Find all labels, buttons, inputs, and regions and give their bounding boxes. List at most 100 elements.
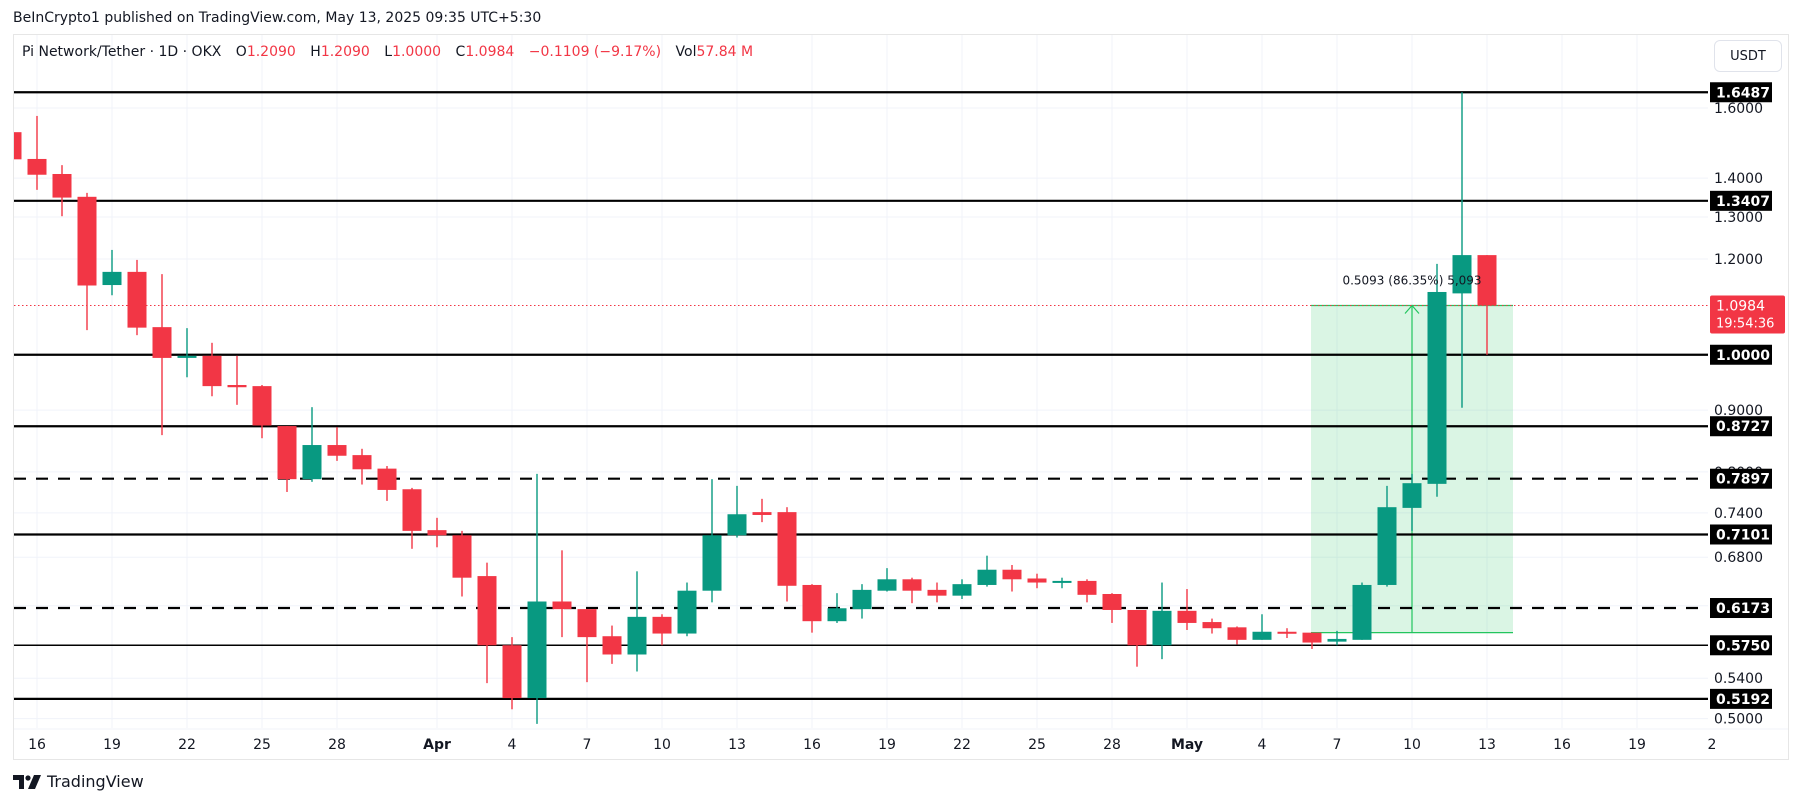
time-axis-tick: May	[1171, 737, 1203, 753]
candle[interactable]	[1227, 626, 1247, 645]
svg-text:0.7101: 0.7101	[1716, 527, 1770, 543]
candle[interactable]	[927, 582, 947, 603]
candle[interactable]	[1327, 630, 1347, 646]
candle[interactable]	[952, 579, 972, 599]
candle[interactable]	[977, 555, 997, 587]
level-price-label: 1.0000	[1710, 344, 1772, 365]
candle[interactable]	[1077, 579, 1097, 603]
candle[interactable]	[1002, 565, 1022, 592]
svg-text:1.0000: 1.0000	[1716, 348, 1770, 364]
time-axis-tick: 19	[103, 737, 121, 753]
candle[interactable]	[702, 479, 722, 603]
candle[interactable]	[1277, 628, 1297, 639]
candle[interactable]	[727, 485, 747, 538]
candle[interactable]	[27, 115, 47, 190]
candle[interactable]	[602, 625, 622, 664]
level-price-label: 0.5750	[1710, 635, 1772, 656]
candle[interactable]	[1202, 618, 1222, 634]
candle[interactable]	[327, 427, 347, 461]
level-price-label: 1.6487	[1710, 82, 1772, 103]
candle[interactable]	[427, 517, 447, 548]
candle[interactable]	[827, 593, 847, 623]
candle[interactable]	[402, 487, 422, 549]
currency-unit-button[interactable]: USDT	[1714, 40, 1782, 72]
publish-info: BeInCrypto1 published on TradingView.com…	[13, 10, 542, 26]
candle[interactable]	[802, 584, 822, 633]
time-axis-tick: 4	[1258, 737, 1267, 753]
time-axis-tick: 4	[508, 737, 517, 753]
candle[interactable]	[1027, 573, 1047, 589]
candle[interactable]	[652, 614, 672, 646]
candle[interactable]	[1377, 485, 1397, 587]
time-axis-tick: Apr	[423, 737, 451, 753]
candle[interactable]	[352, 448, 372, 485]
candle[interactable]	[77, 192, 97, 331]
time-axis-tick: 13	[1478, 737, 1496, 753]
candle[interactable]	[1302, 632, 1322, 649]
candle[interactable]	[1152, 582, 1172, 660]
candle[interactable]	[677, 582, 697, 637]
candle[interactable]	[577, 609, 597, 683]
time-axis-tick: 2	[1708, 737, 1717, 753]
time-axis-tick: 10	[1403, 737, 1421, 753]
candle[interactable]	[877, 568, 897, 592]
candle[interactable]	[627, 571, 647, 672]
candle[interactable]	[502, 637, 522, 710]
candle[interactable]	[302, 407, 322, 482]
candle[interactable]	[152, 274, 172, 436]
candle[interactable]	[277, 426, 297, 492]
candle[interactable]	[1177, 589, 1197, 630]
price-axis-tick: 0.5000	[1714, 712, 1763, 728]
candle[interactable]	[102, 249, 122, 296]
low-label: L	[384, 44, 393, 60]
candle[interactable]	[52, 165, 72, 217]
candle[interactable]	[1052, 577, 1072, 589]
candle[interactable]	[777, 507, 797, 602]
candle[interactable]	[177, 328, 197, 378]
candle[interactable]	[752, 498, 772, 523]
time-axis-tick: 7	[1333, 737, 1342, 753]
candle[interactable]	[527, 473, 547, 724]
candle[interactable]	[1477, 255, 1497, 355]
svg-text:1.0984: 1.0984	[1716, 298, 1765, 314]
volume-value: 57.84 M	[696, 44, 754, 60]
svg-text:0.5192: 0.5192	[1716, 692, 1770, 708]
candle[interactable]	[1102, 593, 1122, 623]
candle[interactable]	[227, 355, 247, 405]
candle[interactable]	[852, 584, 872, 619]
time-axis-tick: 22	[178, 737, 196, 753]
candle[interactable]	[902, 577, 922, 604]
time-axis-tick: 10	[653, 737, 671, 753]
candle[interactable]	[1402, 473, 1422, 531]
time-axis-tick: 28	[328, 737, 346, 753]
tradingview-logo[interactable]: TradingView	[13, 772, 144, 791]
candle[interactable]	[552, 550, 572, 638]
high-label: H	[310, 44, 321, 60]
time-axis-tick: 16	[28, 737, 46, 753]
candle[interactable]	[377, 466, 397, 501]
price-axis-tick: 1.2000	[1714, 252, 1763, 268]
candle[interactable]	[1252, 614, 1272, 640]
candle[interactable]	[3, 132, 22, 160]
time-axis-tick: 16	[1553, 737, 1571, 753]
candle[interactable]	[1452, 92, 1472, 408]
close-value: 1.0984	[465, 44, 515, 60]
candle[interactable]	[1127, 609, 1147, 667]
candle[interactable]	[452, 530, 472, 597]
svg-text:0.6173: 0.6173	[1716, 601, 1770, 617]
candle[interactable]	[1427, 263, 1447, 497]
candle[interactable]	[252, 385, 272, 439]
tradingview-brand: TradingView	[47, 772, 144, 791]
time-axis-tick: 16	[803, 737, 821, 753]
candle[interactable]	[1352, 582, 1372, 640]
change-value: −0.1109 (−9.17%)	[528, 44, 662, 60]
open-value: 1.2090	[246, 44, 296, 60]
close-label: C	[455, 44, 466, 60]
time-axis-tick: 7	[583, 737, 592, 753]
symbol-title[interactable]: Pi Network/Tether · 1D · OKX	[22, 44, 222, 60]
candle[interactable]	[127, 259, 147, 336]
candle[interactable]	[202, 342, 222, 397]
svg-text:0.5750: 0.5750	[1716, 638, 1770, 654]
candle[interactable]	[477, 562, 497, 684]
